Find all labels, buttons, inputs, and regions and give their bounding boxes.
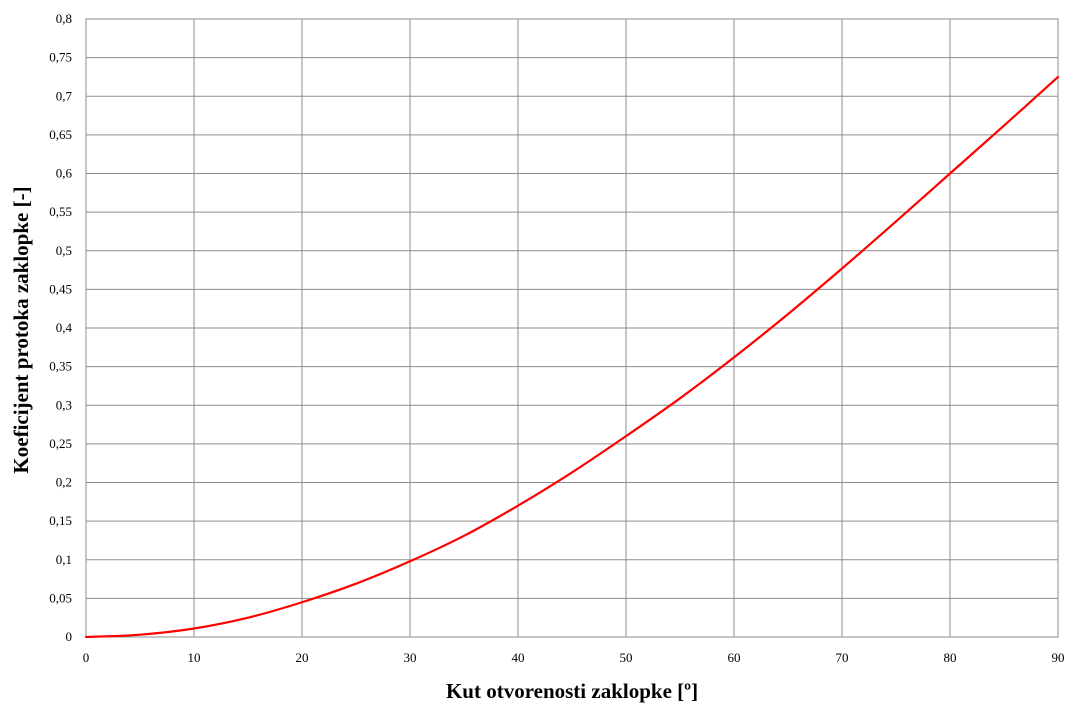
x-tick-label: 40 bbox=[512, 650, 525, 665]
y-tick-label: 0,5 bbox=[56, 243, 72, 258]
series-line bbox=[84, 75, 1060, 639]
y-tick-label: 0,6 bbox=[56, 166, 73, 181]
x-tick-label: 90 bbox=[1052, 650, 1065, 665]
x-tick-label: 30 bbox=[404, 650, 417, 665]
y-tick-label: 0,45 bbox=[49, 281, 72, 296]
y-tick-label: 0 bbox=[66, 629, 73, 644]
y-tick-label: 0,55 bbox=[49, 204, 72, 219]
y-tick-label: 0,2 bbox=[56, 475, 72, 490]
y-tick-label: 0,05 bbox=[49, 590, 72, 605]
x-axis-title: Kut otvorenosti zaklopke [º] bbox=[446, 679, 698, 703]
x-tick-label: 80 bbox=[944, 650, 957, 665]
x-tick-label: 0 bbox=[83, 650, 90, 665]
x-tick-label: 50 bbox=[620, 650, 633, 665]
grid bbox=[85, 18, 1059, 638]
y-axis-ticks: 0 0,05 0,1 0,15 0,2 0,25 0,3 0,35 0,4 0,45 0,5 0,55… bbox=[49, 11, 72, 644]
y-tick-label: 0,8 bbox=[56, 11, 72, 26]
y-tick-label: 0,7 bbox=[56, 88, 73, 103]
x-tick-label: 60 bbox=[728, 650, 741, 665]
y-tick-label: 0,15 bbox=[49, 513, 72, 528]
x-tick-label: 70 bbox=[836, 650, 849, 665]
x-tick-label: 20 bbox=[296, 650, 309, 665]
y-axis-title: Koeficijent protoka zaklopke [-] bbox=[9, 186, 33, 473]
y-tick-label: 0,3 bbox=[56, 397, 72, 412]
y-tick-label: 0,65 bbox=[49, 127, 72, 142]
plot-area bbox=[85, 18, 1059, 638]
x-tick-label: 10 bbox=[188, 650, 201, 665]
series-layer bbox=[84, 75, 1060, 639]
y-tick-label: 0,35 bbox=[49, 359, 72, 374]
y-tick-label: 0,4 bbox=[56, 320, 73, 335]
y-tick-label: 0,1 bbox=[56, 552, 72, 567]
y-tick-label: 0,25 bbox=[49, 436, 72, 451]
x-axis-ticks: 0 10 20 30 40 50 60 70 80 90 bbox=[83, 650, 1065, 665]
y-tick-label: 0,75 bbox=[49, 50, 72, 65]
